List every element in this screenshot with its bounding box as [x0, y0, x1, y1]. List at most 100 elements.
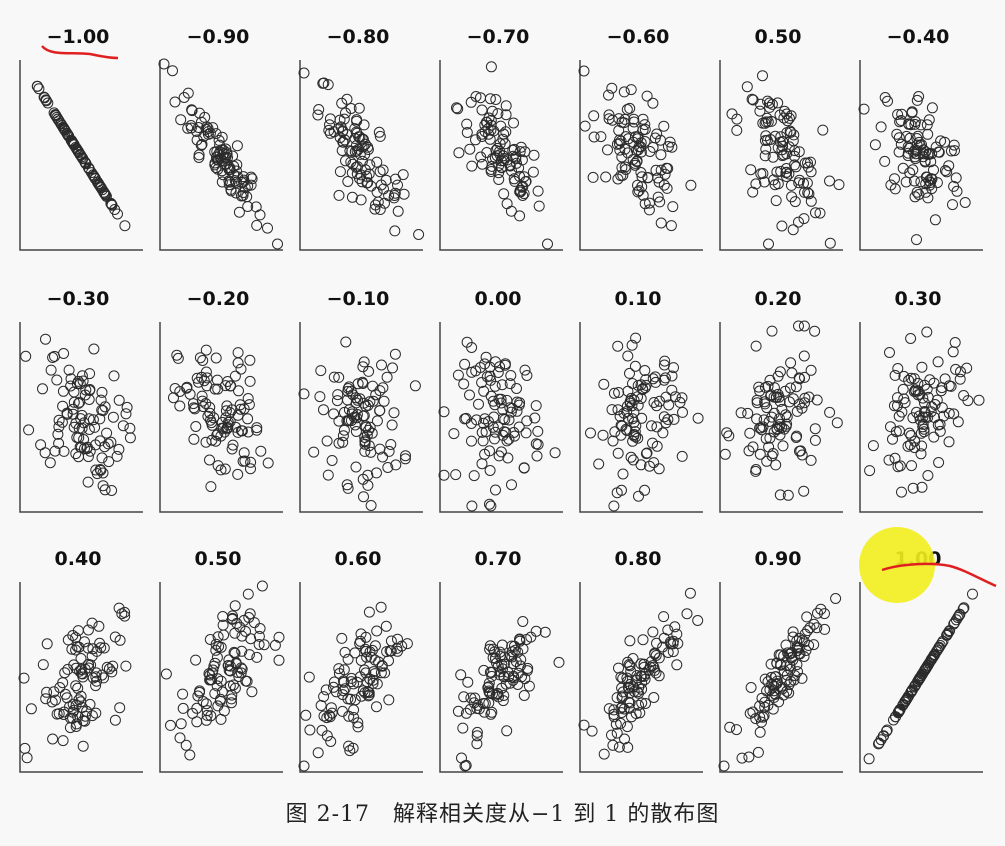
data-point — [630, 145, 642, 156]
data-point — [205, 481, 217, 493]
data-point — [864, 465, 876, 477]
data-point — [744, 427, 756, 439]
data-point — [657, 641, 669, 653]
data-point — [953, 610, 965, 622]
data-point — [750, 340, 762, 352]
data-point — [469, 692, 481, 704]
data-point — [824, 175, 835, 187]
data-point — [919, 664, 931, 676]
data-point — [949, 145, 960, 157]
data-point — [754, 726, 766, 738]
data-point — [798, 651, 810, 662]
data-point — [371, 678, 383, 690]
data-point — [169, 383, 181, 394]
data-point — [374, 130, 386, 142]
data-point — [928, 649, 940, 661]
data-point — [918, 426, 930, 438]
data-point — [218, 629, 230, 641]
axis-lines — [299, 322, 423, 513]
data-point — [480, 351, 492, 363]
data-point — [464, 143, 476, 155]
data-point — [646, 420, 657, 432]
scatter-plot — [578, 582, 704, 773]
data-point — [778, 665, 790, 677]
data-point — [373, 126, 385, 138]
data-point — [916, 361, 928, 373]
data-point — [947, 199, 958, 211]
data-point — [224, 660, 236, 672]
data-point — [788, 674, 800, 686]
data-point — [783, 168, 795, 180]
data-point — [40, 95, 52, 107]
data-point — [505, 650, 516, 662]
data-point — [761, 402, 773, 414]
data-point — [770, 195, 782, 207]
data-point — [907, 482, 919, 494]
data-point — [918, 423, 930, 435]
data-point — [660, 391, 672, 403]
data-point — [483, 681, 495, 693]
data-point — [385, 635, 397, 647]
data-point — [322, 469, 334, 481]
scatter-panel: 0.80 — [578, 540, 718, 796]
data-point — [801, 611, 813, 623]
data-point — [651, 128, 663, 140]
data-point — [644, 197, 655, 209]
data-point — [202, 122, 214, 134]
data-point — [400, 450, 411, 462]
panel-correlation-label: 0.20 — [754, 288, 802, 310]
data-point — [84, 698, 96, 710]
data-point — [25, 703, 37, 715]
data-point — [312, 109, 324, 121]
data-point — [781, 411, 793, 423]
data-point — [766, 98, 778, 110]
data-point — [188, 433, 200, 445]
data-point — [803, 188, 815, 200]
data-point — [926, 102, 938, 114]
data-point — [484, 133, 496, 145]
data-point — [640, 374, 652, 386]
data-point — [481, 116, 493, 128]
data-point — [477, 435, 489, 447]
data-point — [913, 91, 925, 102]
data-point — [476, 458, 488, 470]
data-point — [501, 154, 513, 166]
data-point — [318, 710, 330, 722]
data-point — [53, 421, 65, 433]
data-point — [635, 459, 647, 471]
data-point — [93, 620, 105, 632]
data-point — [471, 726, 483, 738]
data-point — [303, 671, 315, 683]
data-point — [473, 398, 484, 410]
data-point — [641, 447, 653, 459]
data-point — [358, 356, 370, 368]
data-point — [390, 459, 402, 471]
data-point — [190, 654, 202, 666]
data-point — [450, 469, 462, 481]
data-point — [501, 198, 513, 210]
data-point — [881, 724, 893, 736]
scatter-panel: 0.70 — [438, 540, 578, 796]
data-point — [578, 719, 590, 731]
data-point — [743, 751, 755, 763]
data-point — [212, 428, 224, 440]
data-point — [633, 490, 644, 502]
data-point — [83, 162, 95, 174]
data-point — [763, 238, 774, 250]
data-point — [879, 155, 891, 167]
data-point — [323, 709, 335, 721]
data-point — [353, 102, 365, 114]
data-point — [117, 420, 129, 432]
data-point — [338, 113, 350, 125]
data-point — [196, 395, 208, 407]
data-point — [895, 115, 907, 126]
data-point — [945, 145, 957, 157]
data-point — [333, 189, 345, 201]
data-point — [321, 730, 333, 742]
data-point — [497, 695, 509, 707]
data-point — [239, 182, 251, 194]
data-point — [392, 179, 403, 191]
data-point — [743, 445, 755, 457]
data-point — [961, 362, 973, 374]
data-point — [949, 337, 961, 348]
